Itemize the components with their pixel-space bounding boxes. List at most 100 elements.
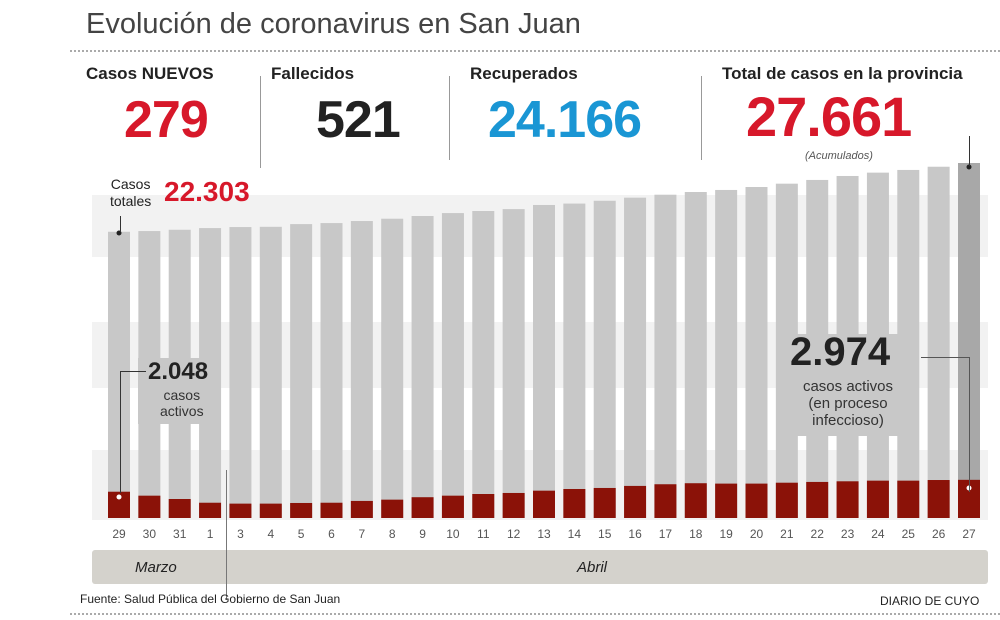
x-tick-label: 21: [780, 527, 794, 541]
month-divider: [226, 470, 227, 600]
x-tick-label: 12: [507, 527, 521, 541]
end-active-label-line: casos activos: [802, 378, 894, 395]
active-cases-bar: [806, 481, 829, 518]
start-active-label-line: activos: [160, 403, 204, 419]
active-cases-bar: [745, 483, 768, 518]
x-tick-label: 27: [962, 527, 976, 541]
x-tick-label: 29: [112, 527, 126, 541]
active-cases-bar: [138, 495, 161, 518]
active-cases-bar: [320, 502, 343, 518]
separator: [449, 76, 450, 160]
month-march: Marzo: [135, 559, 177, 576]
start-total-label-line: Casos: [110, 176, 151, 192]
x-tick-label: 20: [750, 527, 764, 541]
footer-divider: [70, 613, 1000, 615]
active-cases-bar: [502, 492, 525, 518]
x-tick-label: 5: [298, 527, 305, 541]
start-active-leader: [120, 371, 121, 493]
active-cases-bar: [350, 500, 373, 518]
x-tick-label: 6: [328, 527, 335, 541]
total-cases-bar: [533, 204, 555, 518]
separator: [701, 76, 702, 160]
total-cases-bar: [381, 218, 404, 518]
x-tick-label: 1: [207, 527, 214, 541]
total-cases-bar: [502, 209, 525, 518]
active-cases-bar: [472, 494, 495, 518]
new-cases-value: 279: [124, 91, 209, 149]
active-cases-bar: [411, 497, 434, 518]
active-cases-bar: [624, 485, 647, 518]
total-cases-bar: [320, 223, 343, 518]
x-tick-label: 4: [267, 527, 274, 541]
new-cases-label: Casos NUEVOS: [86, 64, 214, 83]
end-total-leader: [969, 136, 970, 166]
total-note: (Acumulados): [805, 150, 873, 162]
separator: [260, 76, 261, 168]
x-tick-label: 16: [628, 527, 642, 541]
start-total-value: 22.303: [164, 176, 250, 207]
active-cases-bar: [381, 499, 404, 518]
x-tick-label: 10: [446, 527, 460, 541]
recovered-value: 24.166: [488, 91, 642, 149]
title-divider: [70, 50, 1000, 52]
active-cases-bar: [563, 488, 586, 518]
active-cases-bar: [927, 480, 950, 518]
total-cases-bar: [654, 194, 677, 518]
total-cases-bar: [441, 213, 464, 519]
x-tick-label: 26: [932, 527, 946, 541]
x-tick-label: 19: [719, 527, 733, 541]
end-active-leader: [921, 357, 969, 358]
total-value: 27.661: [746, 85, 912, 148]
credit: DIARIO DE CUYO: [880, 594, 980, 608]
source-note: Fuente: Salud Pública del Gobierno de Sa…: [80, 592, 341, 606]
total-cases-bar: [108, 231, 130, 518]
start-total-label-line: totales: [110, 193, 152, 209]
active-cases-bar: [533, 490, 555, 518]
total-cases-bar: [350, 221, 373, 518]
deaths-value: 521: [316, 91, 401, 149]
active-cases-bar: [199, 502, 222, 518]
end-active-box: [778, 334, 918, 436]
active-cases-bar: [715, 483, 738, 518]
active-cases-bar: [775, 482, 798, 518]
total-cases-bar: [259, 226, 282, 518]
x-tick-label: 7: [359, 527, 366, 541]
start-active-value: 2.048: [148, 358, 209, 385]
start-active-label: casos activos: [160, 387, 204, 419]
end-active-label: casos activos (en proceso infeccioso): [778, 378, 918, 429]
x-tick-label: 11: [477, 527, 490, 541]
x-axis-labels: 29 30 31 1 3 4 5 6 7 8 9 10 11 12 13 14 15 16 17 18 19 20 21 22…: [112, 527, 976, 541]
start-marker: [116, 494, 122, 500]
total-label: Total de casos en la provincia: [722, 64, 963, 83]
x-tick-label: 17: [659, 527, 673, 541]
x-tick-label: 13: [537, 527, 551, 541]
total-cases-bar: [715, 189, 738, 518]
month-bar: [92, 550, 988, 584]
total-cases-bar: [411, 216, 434, 518]
active-cases-bar: [654, 484, 677, 518]
active-cases-bar: [684, 483, 707, 518]
active-cases-bar: [836, 481, 859, 518]
start-total-label: Casos totales: [110, 176, 151, 210]
total-cases-bar: [927, 166, 950, 518]
x-tick-label: 18: [689, 527, 703, 541]
start-active-label-line: casos: [163, 387, 201, 403]
active-cases-bar: [259, 503, 282, 518]
active-cases-bar: [866, 480, 889, 518]
x-tick-label: 14: [568, 527, 582, 541]
total-cases-bar: [472, 211, 495, 518]
x-tick-label: 3: [237, 527, 244, 541]
x-tick-label: 30: [143, 527, 157, 541]
total-cases-bar: [229, 227, 252, 518]
end-active-label-line: infeccioso): [812, 412, 884, 429]
x-tick-label: 15: [598, 527, 612, 541]
total-cases-bar: [684, 192, 707, 518]
active-cases-bar: [229, 503, 252, 518]
total-cases-bar: [745, 187, 768, 518]
start-total-leader: [120, 216, 121, 232]
x-tick-label: 9: [419, 527, 426, 541]
month-april: Abril: [577, 559, 608, 576]
x-tick-label: 23: [841, 527, 855, 541]
end-active-leader: [969, 357, 970, 492]
